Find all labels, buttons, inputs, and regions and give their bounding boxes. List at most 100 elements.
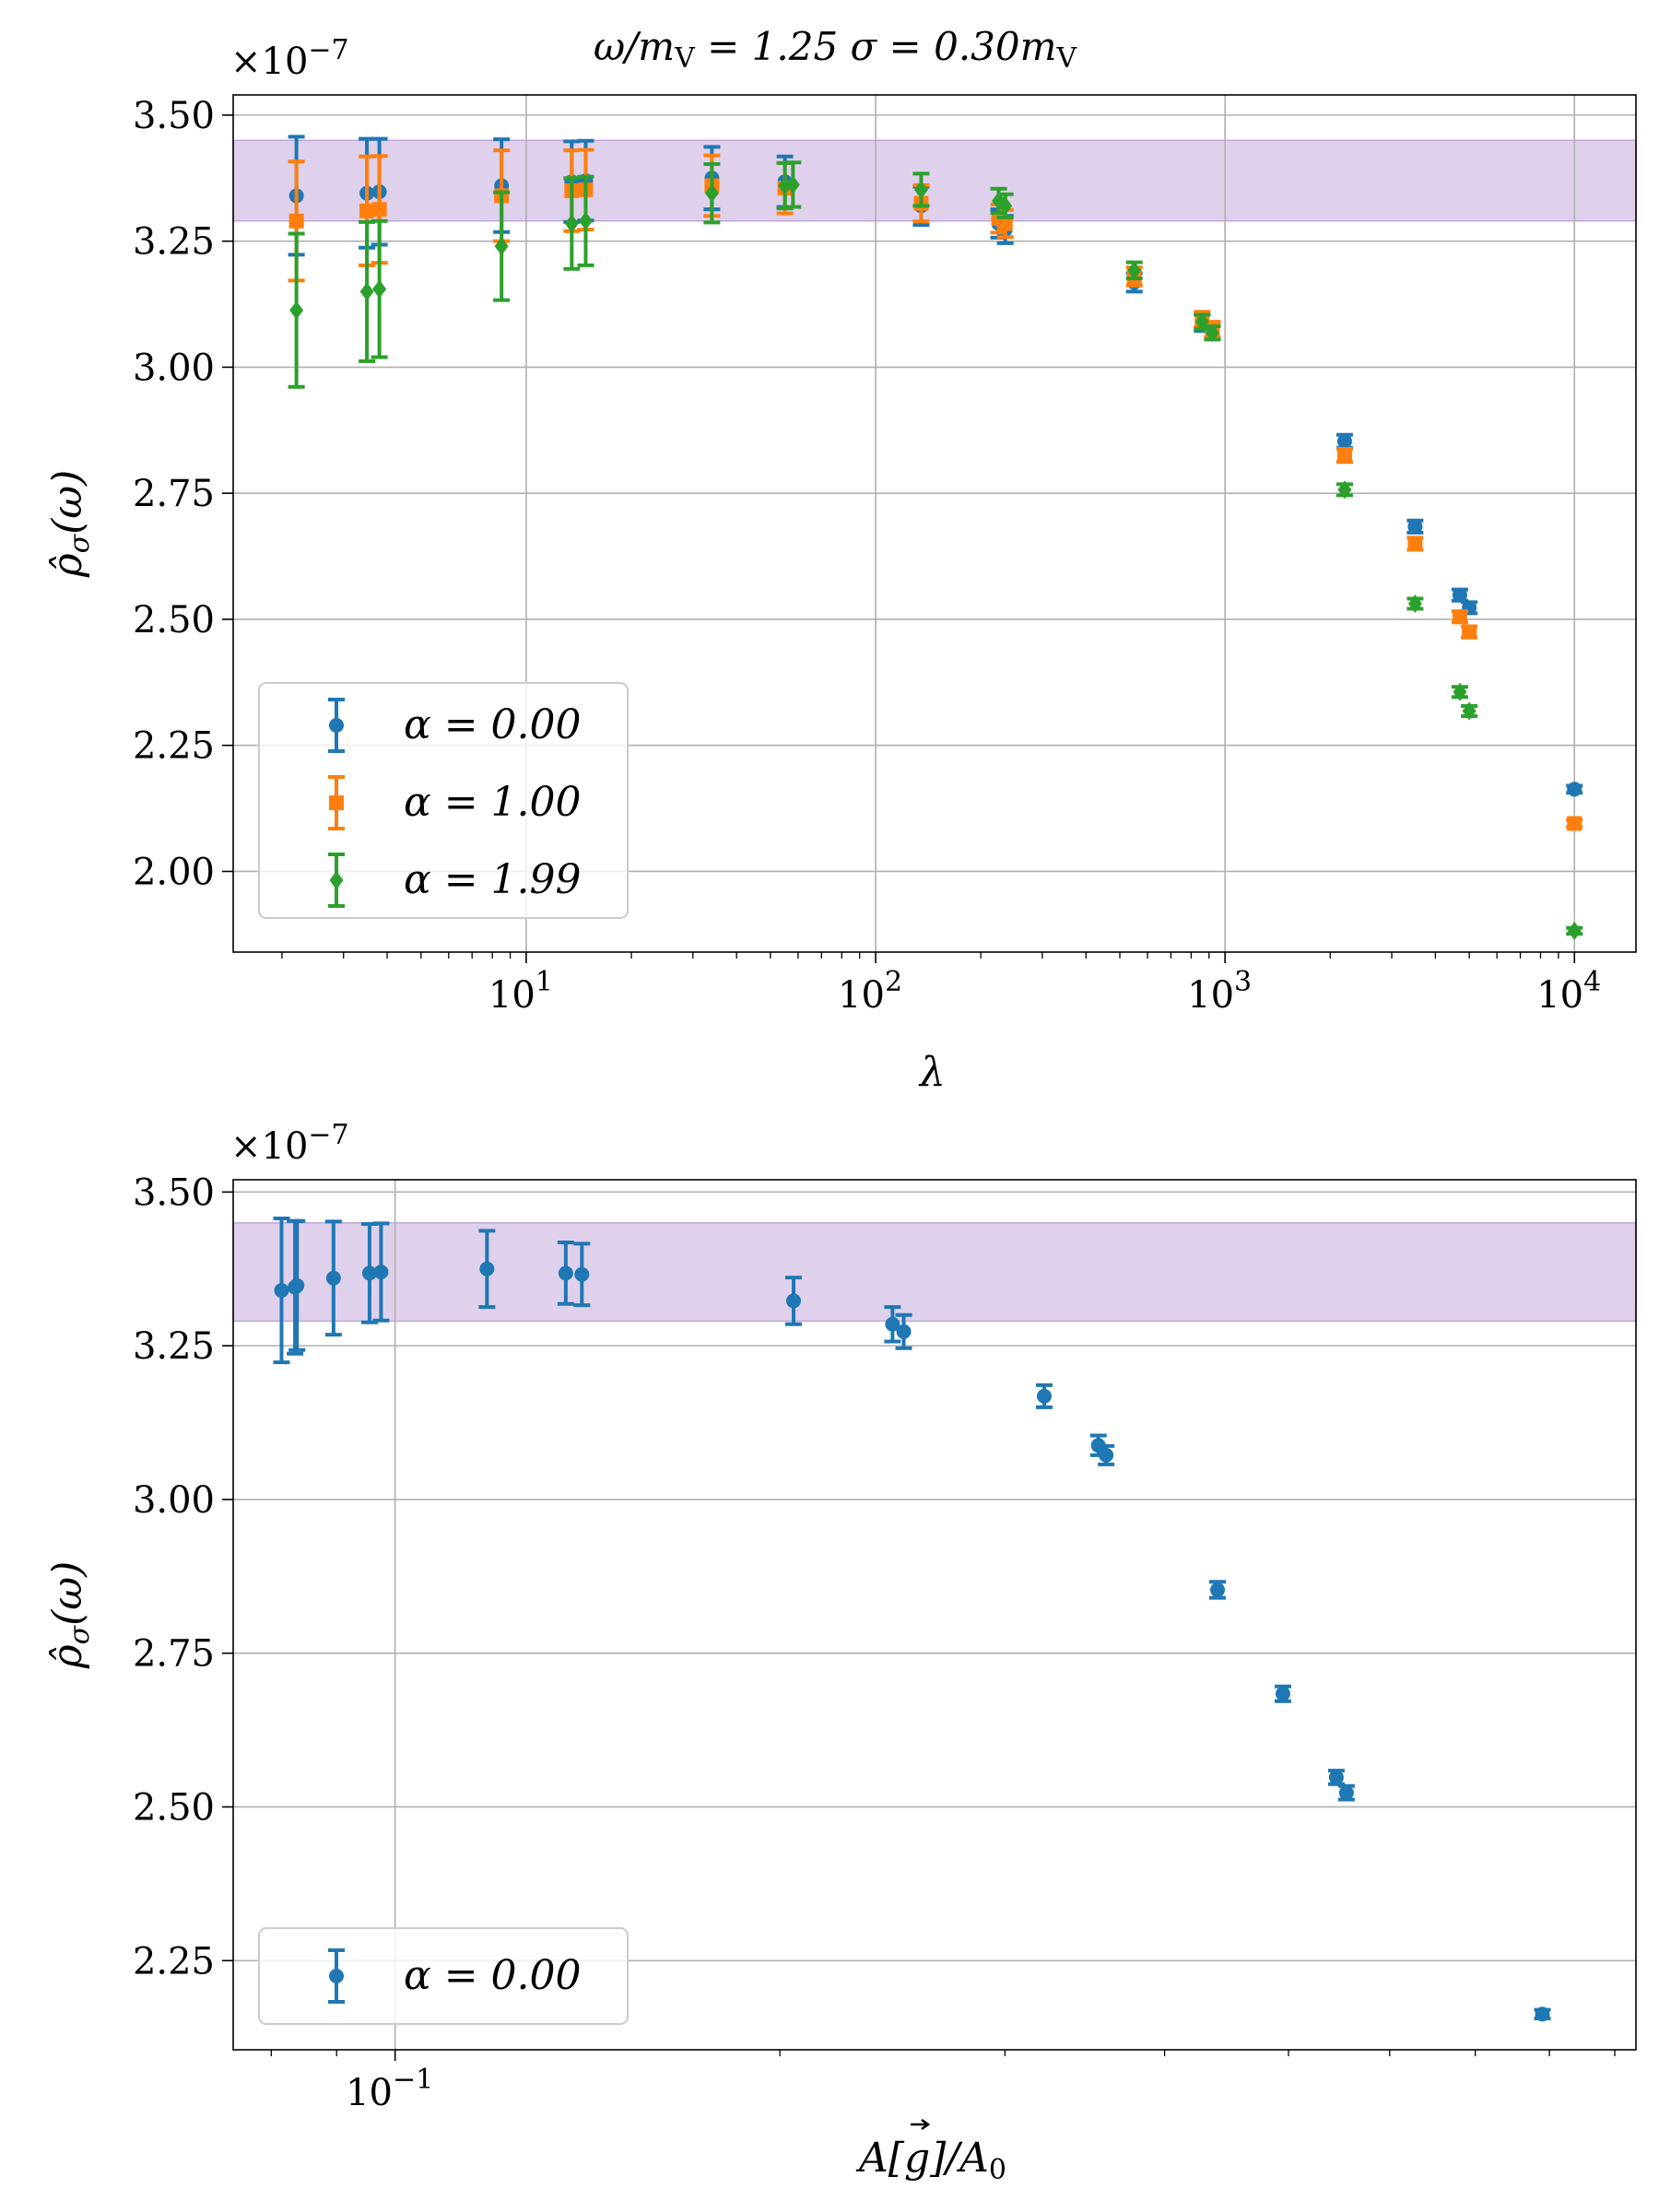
bottom-xlabel-sub: 0 (989, 2154, 1006, 2186)
series-2-point (289, 300, 304, 320)
ytick-label: 3.50 (133, 95, 215, 137)
top-axes-frame (232, 94, 1637, 953)
xtick-label-exp: 3 (1234, 966, 1252, 998)
top-offset-exp: −7 (308, 34, 348, 66)
series-1-point (997, 216, 1013, 231)
xtick-label-base: 10 (838, 974, 885, 1017)
series-0-point (479, 1261, 495, 1277)
series-2-point (785, 175, 800, 194)
series-2-point (913, 180, 928, 199)
top-ylabel: ρ̂σ(ω) (44, 470, 96, 579)
xtick-label-exp: −1 (393, 2064, 433, 2096)
xtick-label: 102 (838, 966, 902, 1017)
bottom-legend-entry-0: α = 0.00 (328, 1948, 582, 2004)
top-title: ω/mV = 1.25 σ = 0.30mV (594, 24, 1078, 75)
ytick-label: 2.25 (133, 1940, 215, 1983)
series-0-point (574, 1266, 590, 1282)
xtick-label-base: 10 (346, 2072, 393, 2114)
top-ylabel-arg: (ω) (44, 470, 91, 535)
series-0-point (274, 1283, 289, 1299)
series-2 (288, 160, 1583, 941)
bottom-ylabel-arg: (ω) (44, 1561, 91, 1626)
legend-label: α = 1.99 (404, 856, 582, 903)
top-ylabel-sub: σ (64, 533, 96, 553)
top-offset-label: ×10−7 (230, 34, 349, 83)
series-0-point (1036, 1388, 1052, 1404)
series-0-point (325, 1270, 341, 1286)
legend-label: α = 0.00 (404, 1952, 582, 1999)
ytick-label: 2.75 (133, 1633, 215, 1676)
top-data (288, 135, 1583, 941)
series-0-point (1407, 519, 1423, 535)
ytick-label: 3.00 (133, 347, 215, 389)
top-ytick-labels: 2.00 2.25 2.50 2.75 3.00 3.25 3.50 (133, 95, 215, 894)
series-0-point (361, 1265, 377, 1281)
bottom-xlabel: A[g]/A0 (855, 2135, 1006, 2186)
series-0-point (1336, 433, 1352, 449)
top-ticks (222, 114, 1576, 963)
top-legend-entry-2: α = 1.99 (328, 853, 582, 908)
top-legend-entry-0: α = 0.00 (328, 698, 582, 753)
legend-marker-icon (329, 718, 344, 733)
bottom-ytick-labels: 2.25 2.50 2.75 3.00 3.25 3.50 (133, 1171, 215, 1983)
top-panel: ω/mV = 1.25 σ = 0.30mV ×10−7 2.002.252.5… (44, 24, 1637, 1096)
series-2-point (494, 237, 509, 256)
series-0-point (1567, 782, 1583, 797)
top-title-mid: = 1.25 σ = 0.30m (695, 24, 1057, 69)
top-band (232, 139, 1637, 222)
series-2-point (1205, 324, 1219, 343)
bottom-data (273, 1217, 1551, 2022)
bottom-ylabel-main: ρ̂ (44, 1644, 91, 1669)
xtick-label: 103 (1187, 966, 1252, 1017)
bottom-xlabel-b: ]/A (929, 2135, 989, 2182)
ytick-label: 2.50 (133, 599, 215, 641)
series-0-point (786, 1293, 802, 1309)
ytick-label: 2.25 (133, 725, 215, 768)
series-0 (273, 1217, 1551, 2022)
series-1-point (1336, 448, 1352, 464)
series-2-point (1453, 682, 1467, 701)
series-0-point (1535, 2006, 1550, 2022)
bottom-offset-base: ×10 (230, 1125, 308, 1168)
ytick-label: 2.75 (133, 473, 215, 515)
series-0-point (1210, 1582, 1226, 1597)
series-1-point (1567, 816, 1583, 831)
ytick-label: 2.50 (133, 1786, 215, 1829)
series-0-point (885, 1316, 900, 1332)
top-title-lhs: ω/m (594, 24, 675, 69)
bottom-legend-box (258, 1927, 629, 2025)
bottom-legend: α = 0.00 (258, 1927, 629, 2025)
bottom-offset-label: ×10−7 (230, 1119, 349, 1168)
series-2-point (564, 214, 579, 233)
bottom-xlabel-g: g (904, 2135, 930, 2182)
xtick-label: 10−1 (346, 2064, 433, 2114)
series-0-point (1338, 1785, 1354, 1801)
top-offset-base: ×10 (230, 41, 308, 83)
ytick-label: 3.25 (133, 221, 215, 264)
top-title-sub1: V (674, 42, 696, 75)
series-1-point (371, 202, 387, 218)
series-0-point (289, 1277, 305, 1293)
bottom-panel: ×10−7 2.25 2.50 2.75 3.00 3.25 3.50 10−1 A[g]… (44, 1119, 1637, 2186)
xtick-label: 101 (488, 966, 553, 1017)
bottom-grid (233, 1180, 1636, 2050)
series-1-point (359, 203, 375, 218)
bottom-ylabel-sub: σ (64, 1624, 96, 1644)
series-0-point (1099, 1447, 1114, 1463)
xtick-label-exp: 2 (885, 966, 902, 998)
top-title-sub2: V (1055, 42, 1077, 75)
top-xtick-labels: 101 102 103 104 (488, 966, 1601, 1017)
bottom-xtick-labels: 10−1 (346, 2064, 433, 2114)
xtick-label-exp: 1 (535, 966, 553, 998)
series-0-point (896, 1324, 912, 1339)
series-2-point (704, 183, 719, 203)
legend-label: α = 0.00 (404, 701, 582, 748)
series-2-point (578, 211, 593, 230)
series-0-point (558, 1265, 573, 1281)
xtick-label: 104 (1536, 966, 1601, 1017)
series-0-point (1275, 1686, 1290, 1701)
series-0-point (1452, 587, 1467, 603)
bottom-ylabel: ρ̂σ(ω) (44, 1561, 96, 1670)
series-2-point (998, 196, 1013, 216)
series-1-point (1452, 609, 1467, 625)
